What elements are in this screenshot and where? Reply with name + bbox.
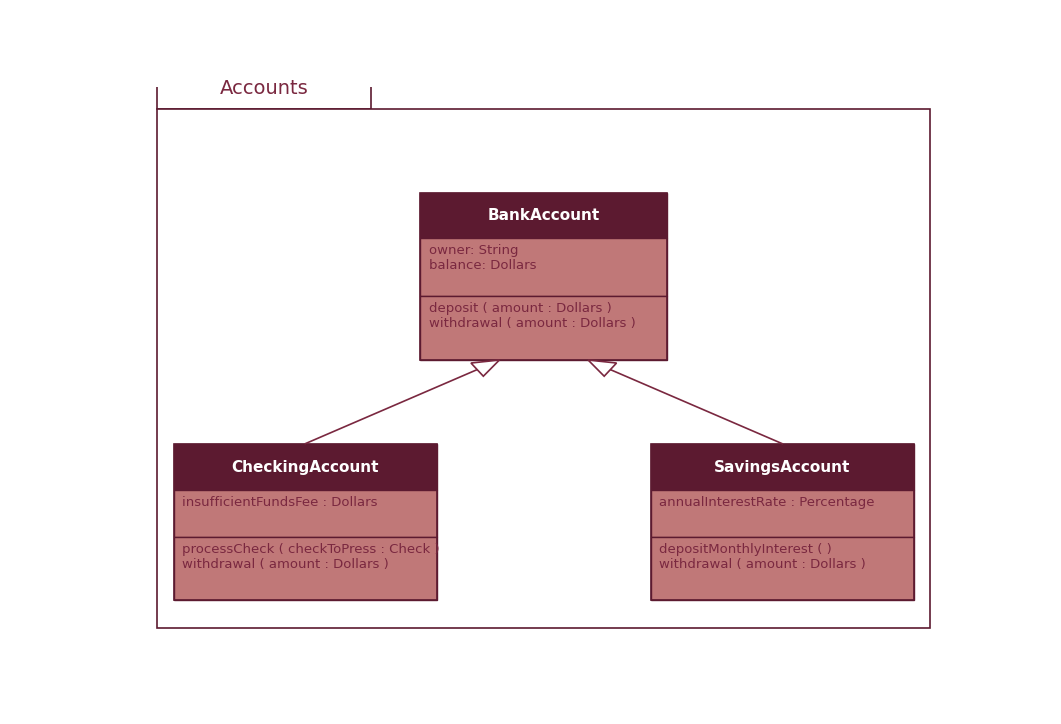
Text: BankAccount: BankAccount (488, 208, 599, 223)
Text: deposit ( amount : Dollars )
withdrawal ( amount : Dollars ): deposit ( amount : Dollars ) withdrawal … (429, 302, 636, 330)
Text: annualInterestRate : Percentage: annualInterestRate : Percentage (659, 496, 874, 509)
Bar (650, 444, 914, 599)
Text: CheckingAccount: CheckingAccount (231, 460, 379, 474)
Bar (650, 537, 914, 599)
Bar (420, 193, 667, 238)
Bar (174, 444, 437, 599)
Text: insufficientFundsFee : Dollars: insufficientFundsFee : Dollars (182, 496, 378, 509)
Bar (157, 67, 371, 109)
Text: Accounts: Accounts (220, 79, 309, 98)
Bar (174, 490, 437, 537)
Bar (420, 238, 667, 297)
Bar (650, 490, 914, 537)
Polygon shape (471, 360, 500, 376)
Text: SavingsAccount: SavingsAccount (714, 460, 851, 474)
Bar (174, 537, 437, 599)
Bar (420, 297, 667, 360)
Polygon shape (588, 360, 616, 376)
Bar (174, 444, 437, 490)
Text: depositMonthlyInterest ( )
withdrawal ( amount : Dollars ): depositMonthlyInterest ( ) withdrawal ( … (659, 543, 866, 571)
Bar (650, 444, 914, 490)
Bar (420, 193, 667, 360)
Text: processCheck ( checkToPress : Check )
withdrawal ( amount : Dollars ): processCheck ( checkToPress : Check ) wi… (182, 543, 439, 571)
Text: owner: String
balance: Dollars: owner: String balance: Dollars (429, 243, 536, 272)
